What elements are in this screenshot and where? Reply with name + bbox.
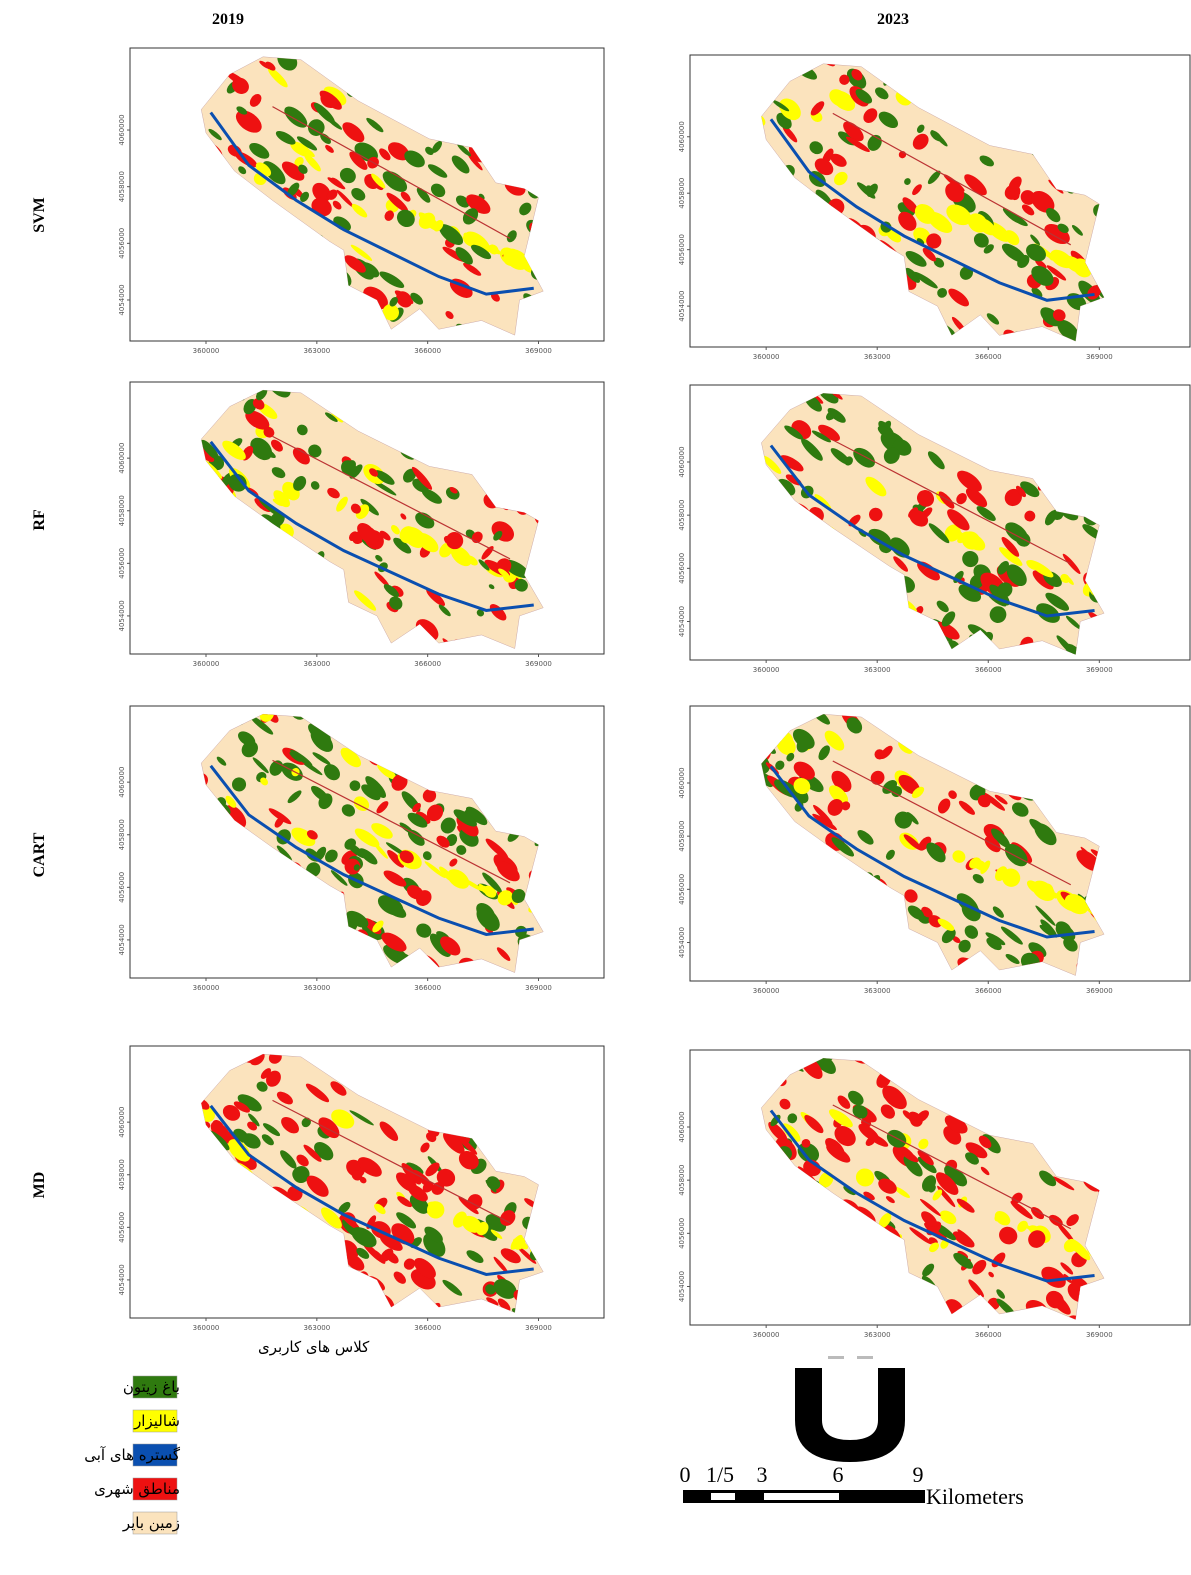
map-panel: 360000 363000 366000 369000 4060000 4058000 40… bbox=[118, 694, 604, 992]
map-panel: 360000 363000 366000 369000 4060000 4058000 40… bbox=[118, 1032, 604, 1332]
map-panel: 360000 363000 366000 369000 4060000 4058000 40… bbox=[678, 46, 1190, 361]
x-tick-label: 366000 bbox=[414, 1324, 441, 1332]
legend-title: کلاس های کاربری bbox=[258, 1338, 370, 1356]
map-panel: 360000 363000 366000 369000 4060000 4058000 40… bbox=[118, 34, 604, 355]
x-tick-label: 363000 bbox=[303, 984, 330, 992]
y-tick-label: 4060000 bbox=[678, 1111, 686, 1142]
y-tick-label: 4058000 bbox=[678, 500, 686, 531]
y-tick-label: 4056000 bbox=[118, 548, 126, 579]
legend-label: زمین بایر bbox=[122, 1514, 180, 1532]
y-tick-label: 4058000 bbox=[118, 495, 126, 526]
x-tick-label: 360000 bbox=[753, 666, 780, 674]
y-tick-label: 4056000 bbox=[678, 234, 686, 265]
map-panel: 360000 363000 366000 369000 4060000 4058000 40… bbox=[678, 702, 1190, 995]
scale-tick-label: 0 bbox=[680, 1462, 691, 1487]
x-tick-label: 360000 bbox=[753, 1331, 780, 1339]
y-tick-label: 4054000 bbox=[118, 284, 126, 315]
y-tick-label: 4054000 bbox=[118, 600, 126, 631]
y-tick-label: 4054000 bbox=[678, 291, 686, 322]
x-tick-label: 360000 bbox=[193, 347, 220, 355]
x-tick-label: 363000 bbox=[864, 987, 891, 995]
x-tick-label: 366000 bbox=[975, 666, 1002, 674]
x-tick-label: 366000 bbox=[975, 987, 1002, 995]
y-tick-label: 4060000 bbox=[678, 767, 686, 798]
column-header: 2023 bbox=[877, 11, 909, 28]
x-tick-label: 369000 bbox=[1086, 1331, 1113, 1339]
map-panel: 360000 363000 366000 369000 4060000 4058000 40… bbox=[118, 369, 604, 668]
y-tick-label: 4058000 bbox=[678, 178, 686, 209]
x-tick-label: 369000 bbox=[525, 660, 552, 668]
y-tick-label: 4056000 bbox=[678, 874, 686, 905]
y-tick-label: 4060000 bbox=[118, 443, 126, 474]
x-tick-label: 360000 bbox=[193, 984, 220, 992]
x-tick-label: 366000 bbox=[414, 347, 441, 355]
figure: 2019 2023 SVMRFCARTMD3600003630003660003… bbox=[0, 0, 1191, 1575]
x-tick-label: 360000 bbox=[753, 353, 780, 361]
x-tick-label: 369000 bbox=[1086, 666, 1113, 674]
map-panel: 360000 363000 366000 369000 4060000 4058000 40… bbox=[678, 372, 1190, 674]
x-tick-label: 360000 bbox=[193, 1324, 220, 1332]
x-tick-label: 363000 bbox=[303, 347, 330, 355]
scale-tick-label: 9 bbox=[913, 1462, 924, 1487]
north-arrow bbox=[795, 1356, 905, 1462]
y-tick-label: 4058000 bbox=[118, 171, 126, 202]
y-tick-label: 4058000 bbox=[118, 819, 126, 850]
y-tick-label: 4058000 bbox=[118, 1159, 126, 1190]
map-panel: 360000 363000 366000 369000 4060000 4058000 40… bbox=[678, 1046, 1190, 1339]
row-label: CART bbox=[31, 832, 48, 877]
y-tick-label: 4056000 bbox=[118, 228, 126, 259]
y-tick-label: 4060000 bbox=[118, 767, 126, 798]
row-label: RF bbox=[31, 509, 48, 531]
x-tick-label: 366000 bbox=[975, 1331, 1002, 1339]
y-tick-label: 4054000 bbox=[118, 1264, 126, 1295]
scale-bar-segment bbox=[764, 1493, 839, 1500]
y-tick-label: 4054000 bbox=[678, 606, 686, 637]
y-tick-label: 4060000 bbox=[118, 114, 126, 145]
row-label: SVM bbox=[31, 197, 48, 233]
legend-label: شالیزار bbox=[133, 1412, 180, 1430]
scale-bar-segment bbox=[711, 1493, 735, 1500]
y-tick-label: 4060000 bbox=[678, 446, 686, 477]
y-tick-label: 4058000 bbox=[678, 1165, 686, 1196]
y-tick-label: 4060000 bbox=[678, 121, 686, 152]
x-tick-label: 363000 bbox=[864, 666, 891, 674]
y-tick-label: 4056000 bbox=[678, 553, 686, 584]
y-tick-label: 4054000 bbox=[678, 927, 686, 958]
x-tick-label: 363000 bbox=[303, 660, 330, 668]
legend-label: مناطق شهری bbox=[94, 1480, 180, 1498]
x-tick-label: 366000 bbox=[414, 660, 441, 668]
y-tick-label: 4056000 bbox=[678, 1218, 686, 1249]
x-tick-label: 366000 bbox=[414, 984, 441, 992]
y-tick-label: 4056000 bbox=[118, 1212, 126, 1243]
scale-unit: Kilometers bbox=[926, 1484, 1024, 1509]
x-tick-label: 369000 bbox=[525, 347, 552, 355]
x-tick-label: 369000 bbox=[525, 984, 552, 992]
x-tick-label: 369000 bbox=[525, 1324, 552, 1332]
row-label: MD bbox=[31, 1172, 48, 1199]
y-tick-label: 4054000 bbox=[118, 924, 126, 955]
scale-tick-label: 6 bbox=[833, 1462, 844, 1487]
x-tick-label: 369000 bbox=[1086, 353, 1113, 361]
x-tick-label: 360000 bbox=[193, 660, 220, 668]
x-tick-label: 369000 bbox=[1086, 987, 1113, 995]
x-tick-label: 366000 bbox=[975, 353, 1002, 361]
x-tick-label: 363000 bbox=[864, 353, 891, 361]
scale-tick-label: 1/5 bbox=[706, 1462, 734, 1487]
y-tick-label: 4054000 bbox=[678, 1271, 686, 1302]
x-tick-label: 360000 bbox=[753, 987, 780, 995]
x-tick-label: 363000 bbox=[303, 1324, 330, 1332]
legend-label: باغ زیتون bbox=[123, 1378, 180, 1396]
scale-tick-label: 3 bbox=[757, 1462, 768, 1487]
legend-label: گستره های آبی bbox=[84, 1446, 181, 1464]
x-tick-label: 363000 bbox=[864, 1331, 891, 1339]
y-tick-label: 4060000 bbox=[118, 1107, 126, 1138]
y-tick-label: 4056000 bbox=[118, 872, 126, 903]
y-tick-label: 4058000 bbox=[678, 821, 686, 852]
column-header: 2019 bbox=[212, 11, 244, 28]
